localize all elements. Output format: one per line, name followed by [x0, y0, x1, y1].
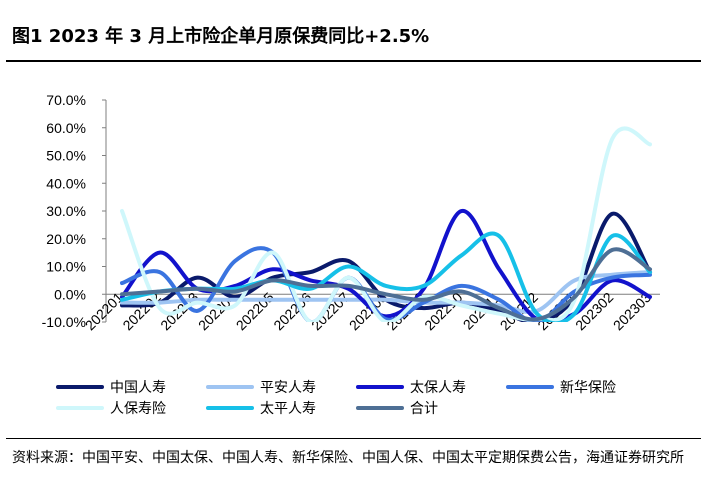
legend-label: 合计 [410, 400, 438, 416]
y-tick-label: 10.0% [46, 259, 86, 275]
y-tick-label: -10.0% [42, 314, 86, 330]
y-tick-label: 0.0% [54, 286, 86, 302]
chart-title: 图1 2023 年 3 月上市险企单月原保费同比+2.5% [12, 26, 430, 47]
y-tick-label: 60.0% [46, 120, 86, 136]
y-tick-label: 40.0% [46, 175, 86, 191]
y-tick-label: 70.0% [46, 92, 86, 108]
y-tick-label: 30.0% [46, 203, 86, 219]
legend-label: 中国人寿 [110, 379, 166, 395]
source-note: 资料来源：中国平安、中国太保、中国人寿、新华保险、中国人保、中国太平定期保费公告… [12, 450, 684, 466]
y-tick-label: 50.0% [46, 148, 86, 164]
x-tick-label: 202201 [82, 289, 126, 333]
title-divider [6, 60, 701, 62]
series-4-line [120, 126, 652, 322]
chart-series-layer [120, 126, 652, 322]
legend-label: 人保寿险 [110, 400, 166, 416]
line-chart: 70.0% 60.0% 50.0% 40.0% 30.0% 20.0% 10.0% 0.0% -… [42, 92, 660, 416]
legend-label: 太保人寿 [410, 379, 466, 395]
legend-label: 新华保险 [560, 379, 616, 395]
y-tick-label: 20.0% [46, 231, 86, 247]
legend-label: 平安人寿 [260, 379, 316, 395]
title-bar: 图1 2023 年 3 月上市险企单月原保费同比+2.5% [0, 0, 707, 60]
source-divider [6, 438, 701, 439]
legend-label: 太平人寿 [260, 400, 316, 416]
series-6-line [120, 247, 652, 322]
